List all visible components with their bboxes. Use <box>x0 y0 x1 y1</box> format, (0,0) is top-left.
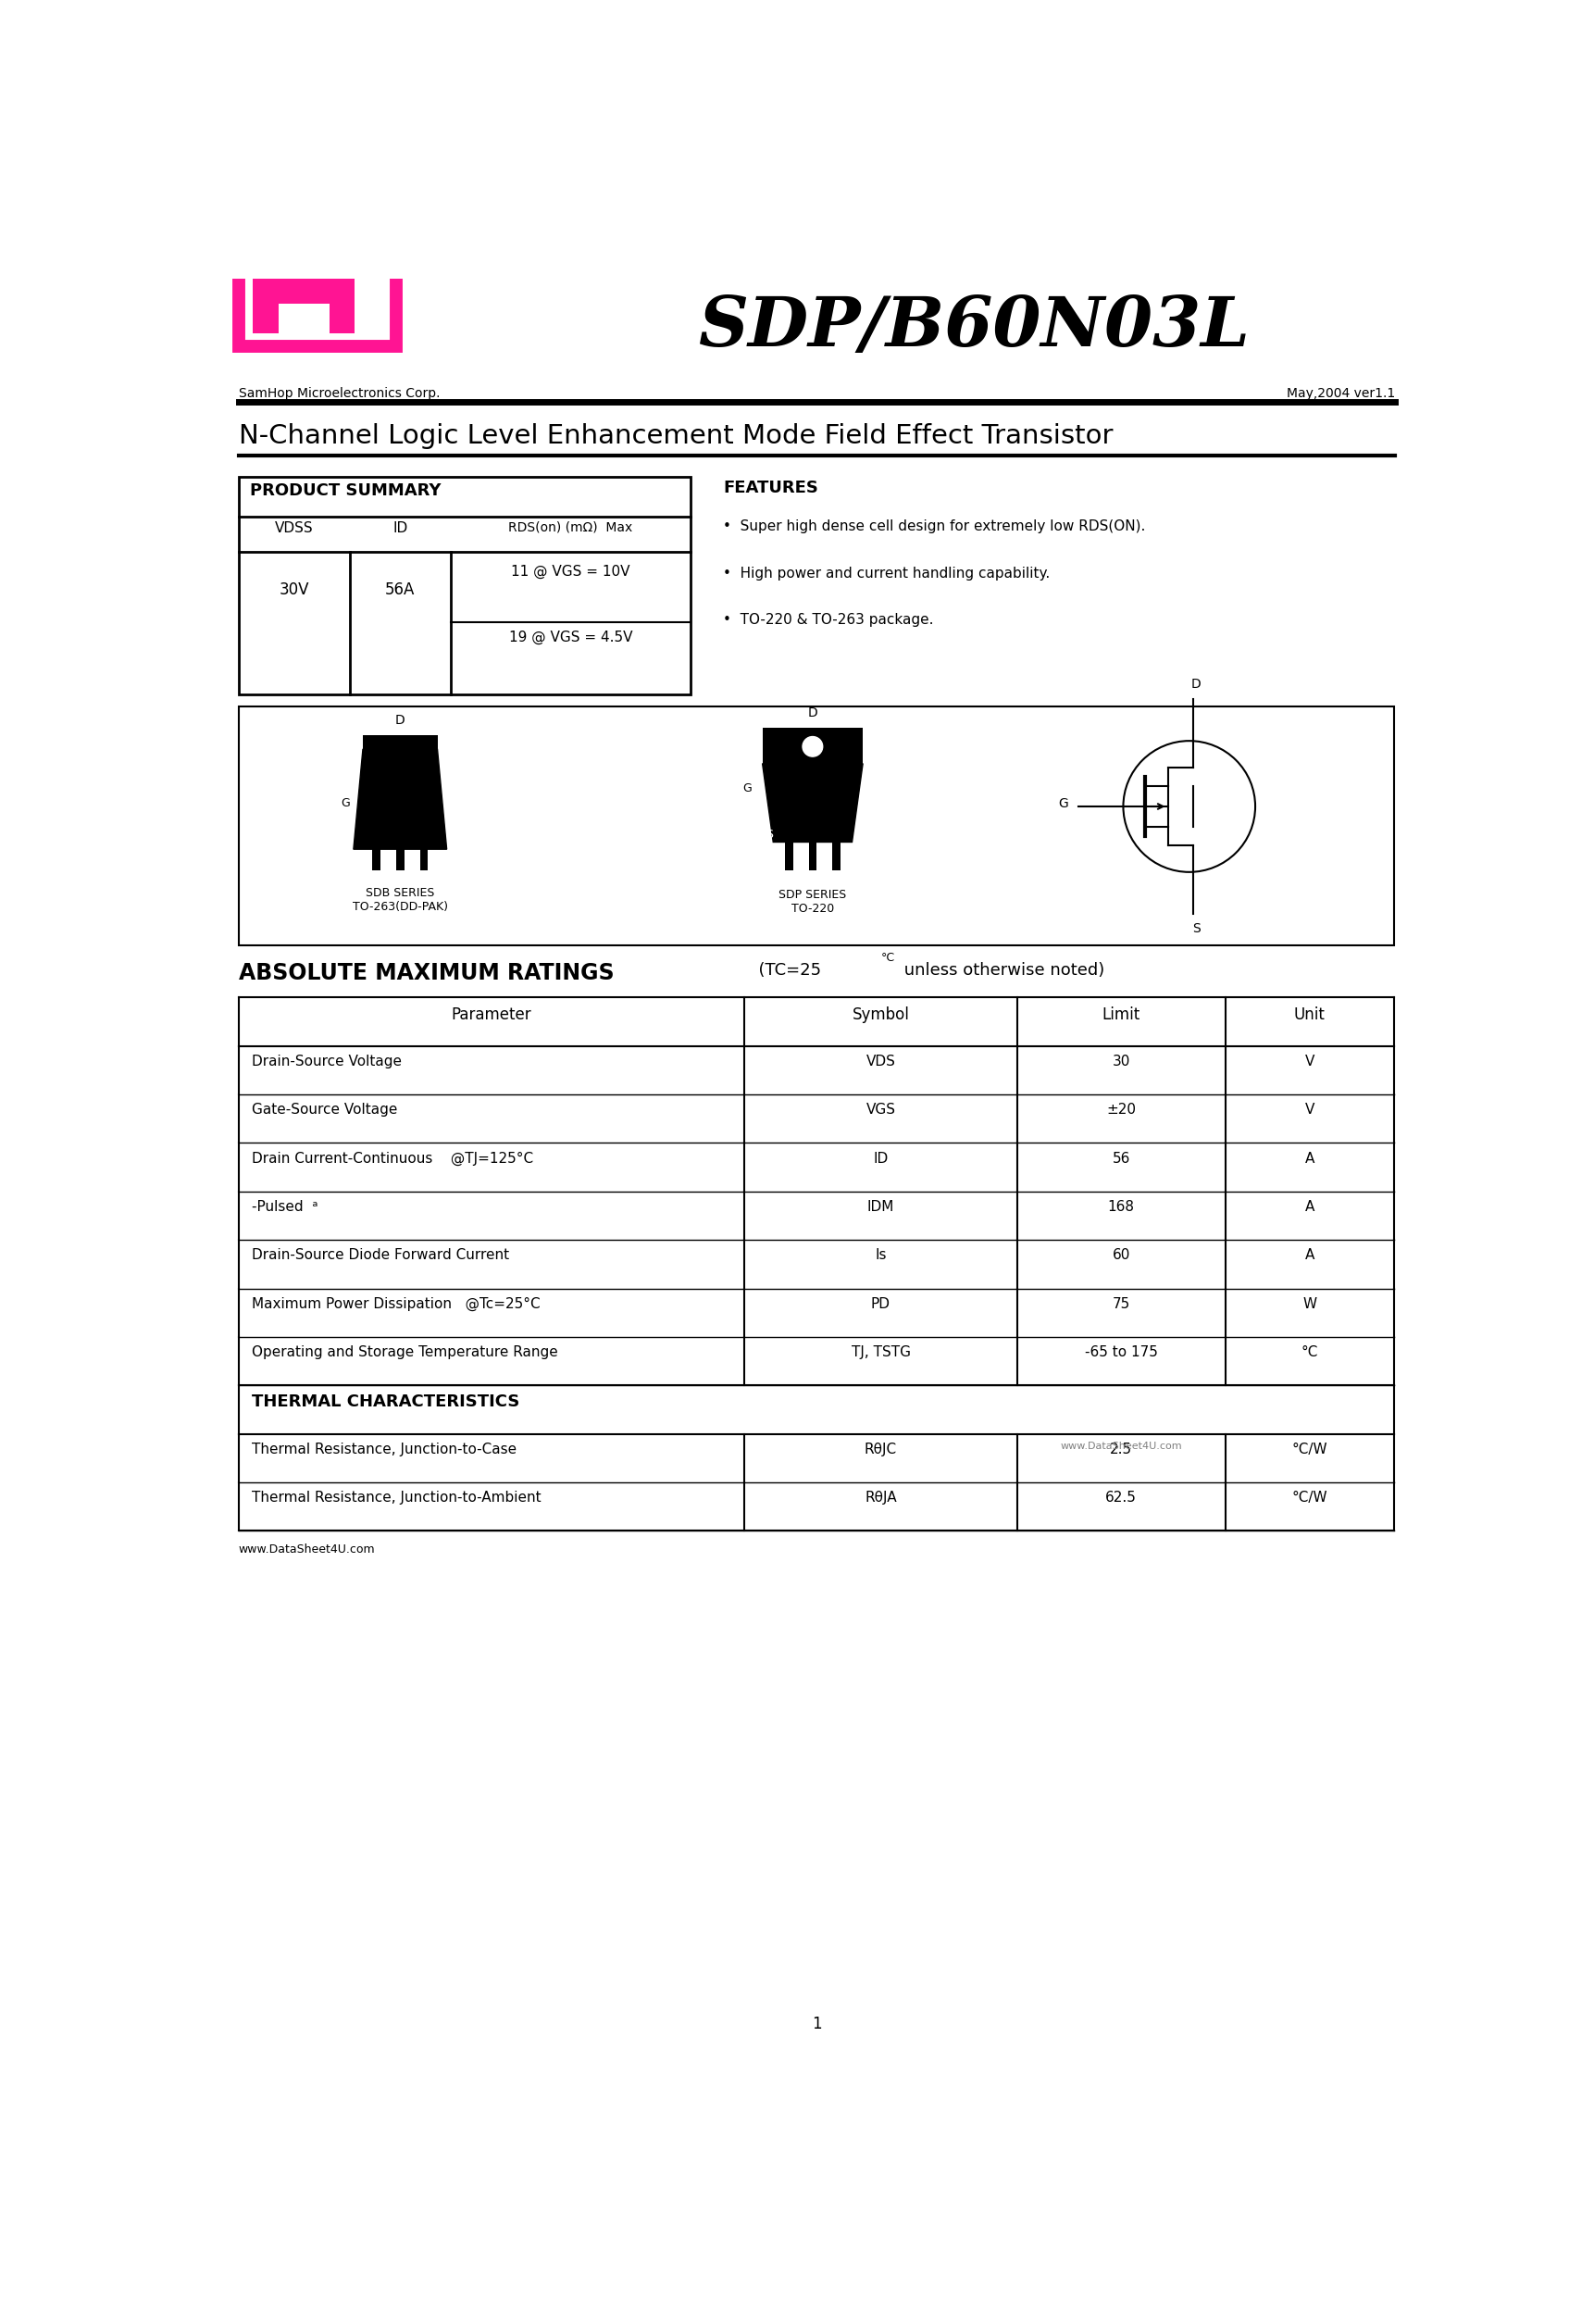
Text: FEATURES: FEATURES <box>724 481 818 497</box>
Bar <box>363 734 437 751</box>
Text: 11 @ VGS = 10V: 11 @ VGS = 10V <box>512 565 630 579</box>
Text: 19 @ VGS = 4.5V: 19 @ VGS = 4.5V <box>508 630 633 644</box>
Text: G: G <box>341 797 351 809</box>
Polygon shape <box>354 748 446 848</box>
Text: Symbol: Symbol <box>853 1006 910 1023</box>
Text: °C: °C <box>881 953 894 964</box>
Text: 56A: 56A <box>386 581 414 597</box>
Bar <box>808 841 816 872</box>
Text: °C/W: °C/W <box>1291 1443 1328 1457</box>
Text: unless otherwise noted): unless otherwise noted) <box>899 962 1105 978</box>
Text: TJ, TSTG: TJ, TSTG <box>851 1346 910 1360</box>
Text: Operating and Storage Temperature Range: Operating and Storage Temperature Range <box>252 1346 558 1360</box>
Text: Limit: Limit <box>1101 1006 1140 1023</box>
Text: •  Super high dense cell design for extremely low RDS(ON).: • Super high dense cell design for extre… <box>724 521 1146 535</box>
Bar <box>239 706 1393 946</box>
Text: °C/W: °C/W <box>1291 1492 1328 1504</box>
Text: VGS: VGS <box>866 1104 896 1118</box>
Polygon shape <box>762 765 862 841</box>
Text: W: W <box>1302 1297 1317 1311</box>
Text: -65 to 175: -65 to 175 <box>1084 1346 1157 1360</box>
Text: SDP/B60N03L: SDP/B60N03L <box>698 293 1250 360</box>
Text: Maximum Power Dissipation   @Tc=25°C: Maximum Power Dissipation @Tc=25°C <box>252 1297 540 1311</box>
Text: 56: 56 <box>1113 1150 1130 1164</box>
Text: Gate-Source Voltage: Gate-Source Voltage <box>252 1104 397 1118</box>
Text: Thermal Resistance, Junction-to-Case: Thermal Resistance, Junction-to-Case <box>252 1443 516 1457</box>
Text: Thermal Resistance, Junction-to-Ambient: Thermal Resistance, Junction-to-Ambient <box>252 1492 540 1504</box>
Text: °C: °C <box>1301 1346 1318 1360</box>
Text: IDM: IDM <box>867 1199 894 1213</box>
Text: 30V: 30V <box>279 581 309 597</box>
Text: •  TO-220 & TO-263 package.: • TO-220 & TO-263 package. <box>724 614 934 627</box>
Text: SDP SERIES
TO-220: SDP SERIES TO-220 <box>779 888 846 913</box>
Text: -Pulsed  ᵃ: -Pulsed ᵃ <box>252 1199 317 1213</box>
Text: ABSOLUTE MAXIMUM RATINGS: ABSOLUTE MAXIMUM RATINGS <box>239 962 614 983</box>
Text: (TC=25: (TC=25 <box>748 962 821 978</box>
Text: D: D <box>395 713 405 727</box>
Bar <box>373 848 381 872</box>
Text: Parameter: Parameter <box>451 1006 532 1023</box>
Bar <box>328 237 355 335</box>
Text: PRODUCT SUMMARY: PRODUCT SUMMARY <box>250 481 440 500</box>
Text: 2.5: 2.5 <box>1109 1443 1132 1457</box>
Text: 168: 168 <box>1108 1199 1135 1213</box>
Text: D: D <box>1191 679 1202 690</box>
Bar <box>239 476 690 695</box>
Text: Unit: Unit <box>1294 1006 1325 1023</box>
Text: S: S <box>360 839 368 853</box>
Text: SamHop Microelectronics Corp.: SamHop Microelectronics Corp. <box>239 388 440 400</box>
Bar <box>762 727 862 765</box>
Text: ID: ID <box>874 1150 888 1164</box>
Text: A: A <box>1304 1199 1313 1213</box>
Bar <box>419 848 427 872</box>
Text: •  High power and current handling capability.: • High power and current handling capabi… <box>724 567 1050 581</box>
Text: A: A <box>1304 1248 1313 1262</box>
Text: D: D <box>808 706 818 720</box>
Text: VDS: VDS <box>866 1055 896 1069</box>
Text: www.DataSheet4U.com: www.DataSheet4U.com <box>239 1543 375 1555</box>
Bar <box>239 225 397 346</box>
Text: SDB SERIES
TO-263(DD-PAK): SDB SERIES TO-263(DD-PAK) <box>352 888 448 913</box>
Text: ID: ID <box>392 521 408 535</box>
Bar <box>784 841 792 872</box>
Text: A: A <box>1304 1150 1313 1164</box>
Text: Drain Current-Continuous    @TJ=125°C: Drain Current-Continuous @TJ=125°C <box>252 1150 532 1167</box>
Bar <box>397 848 403 872</box>
Text: PD: PD <box>870 1297 891 1311</box>
Text: 30: 30 <box>1113 1055 1130 1069</box>
Text: Drain-Source Voltage: Drain-Source Voltage <box>252 1055 402 1069</box>
Text: 62.5: 62.5 <box>1105 1492 1137 1504</box>
Bar <box>832 841 840 872</box>
Text: V: V <box>1304 1055 1313 1069</box>
Bar <box>253 237 279 335</box>
Text: S: S <box>1192 923 1200 934</box>
Text: RθJA: RθJA <box>866 1492 897 1504</box>
Text: G: G <box>1058 797 1068 811</box>
Bar <box>279 274 328 304</box>
Text: N-Channel Logic Level Enhancement Mode Field Effect Transistor: N-Channel Logic Level Enhancement Mode F… <box>239 423 1113 449</box>
Text: Drain-Source Diode Forward Current: Drain-Source Diode Forward Current <box>252 1248 508 1262</box>
Text: 60: 60 <box>1113 1248 1130 1262</box>
Text: 1: 1 <box>811 2015 823 2034</box>
Text: G: G <box>743 783 752 795</box>
Text: ±20: ±20 <box>1106 1104 1137 1118</box>
Text: www.DataSheet4U.com: www.DataSheet4U.com <box>1060 1441 1183 1450</box>
Circle shape <box>802 737 823 758</box>
Text: VDSS: VDSS <box>274 521 312 535</box>
Text: V: V <box>1304 1104 1313 1118</box>
Text: RθJC: RθJC <box>864 1443 897 1457</box>
Text: 75: 75 <box>1113 1297 1130 1311</box>
Text: Is: Is <box>875 1248 886 1262</box>
Text: S: S <box>765 830 773 841</box>
Text: RDS(on) (mΩ)  Max: RDS(on) (mΩ) Max <box>508 521 633 535</box>
Text: THERMAL CHARACTERISTICS: THERMAL CHARACTERISTICS <box>252 1394 520 1411</box>
Text: May,2004 ver1.1: May,2004 ver1.1 <box>1286 388 1395 400</box>
